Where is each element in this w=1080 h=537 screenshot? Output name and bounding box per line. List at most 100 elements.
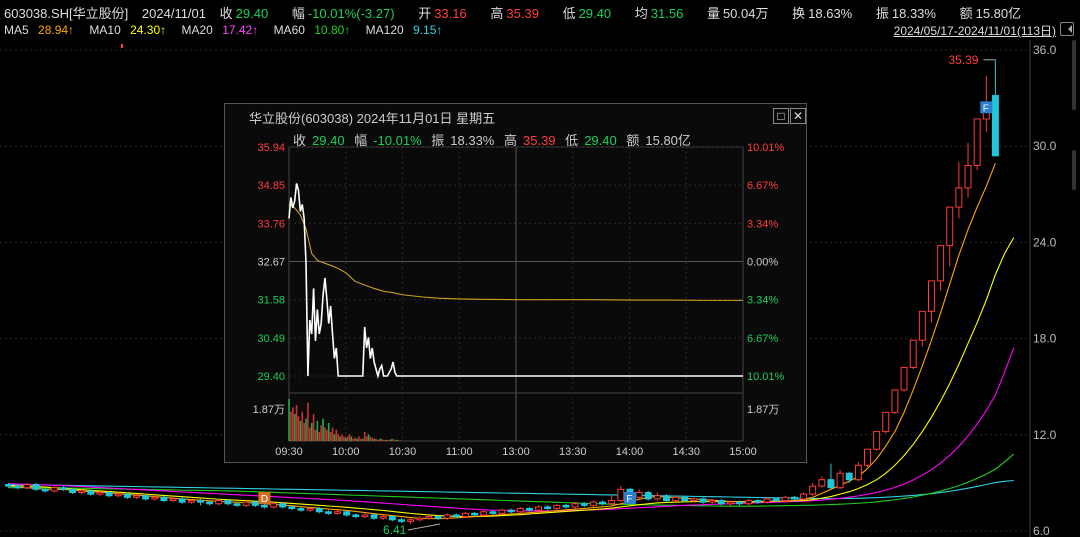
candle	[918, 310, 926, 341]
popup-title: 华立股份(603038) 2024年11月01日 星期五	[249, 111, 496, 126]
y-tick-label: 12.0	[1033, 428, 1057, 442]
quote-header: 603038.SH[华立股份] 2024/11/01 收 29.40 幅 -10.0…	[4, 3, 1041, 22]
scrollbar-thumb[interactable]	[1072, 40, 1076, 110]
volume-bar	[327, 423, 330, 441]
volume-bar	[290, 411, 292, 441]
candle	[142, 495, 150, 500]
candle	[50, 487, 58, 492]
ma20-label: MA20	[181, 23, 213, 37]
volume-bar	[388, 439, 391, 441]
stock-code: 603038.SH[华立股份]	[4, 6, 129, 21]
candle	[635, 492, 643, 498]
candle	[864, 448, 871, 466]
intraday-popup[interactable]: 华立股份(603038) 2024年11月01日 星期五 □ ✕ 收 29.40 …	[224, 103, 807, 463]
low-pointer	[407, 523, 441, 531]
candle	[123, 493, 131, 498]
volume-bar	[365, 436, 368, 441]
volume-bar	[384, 439, 387, 441]
volume-tick-right: 1.87万	[747, 404, 779, 416]
candle	[672, 496, 680, 502]
candle	[854, 464, 862, 481]
y-tick-label: 6.0	[1033, 524, 1050, 537]
left-tick-label: 32.67	[257, 257, 285, 269]
volume-bar	[297, 416, 300, 441]
candle	[41, 488, 49, 492]
volume-bar	[369, 436, 372, 441]
volume-bar	[375, 438, 377, 441]
left-tick-label: 34.85	[257, 180, 285, 192]
candle	[800, 493, 808, 500]
candle	[827, 479, 835, 489]
popup-close-value: 29.40	[312, 133, 345, 148]
candle	[489, 511, 497, 514]
candle	[498, 509, 506, 514]
volume-bar	[331, 427, 334, 441]
close-label: 收	[219, 6, 233, 21]
popup-amount-value: 15.80亿	[645, 133, 691, 148]
volume-bar	[397, 440, 400, 441]
volume-bar	[303, 423, 305, 441]
candle	[260, 504, 268, 508]
date-range-link[interactable]: 2024/05/17-2024/11/01(113日)	[893, 24, 1056, 38]
volume-bar	[335, 429, 338, 441]
open-label: 开	[418, 6, 432, 21]
quote-date: 2024/11/01	[141, 6, 207, 21]
candle	[443, 514, 451, 519]
candle	[434, 516, 442, 519]
volume-bar	[339, 436, 341, 441]
top-tick-mark	[121, 44, 123, 48]
volume-bar	[314, 429, 317, 441]
collapse-arrow-icon[interactable]	[1060, 22, 1074, 36]
volume-bar	[309, 427, 311, 441]
candle	[388, 516, 396, 521]
maximize-icon[interactable]: □	[773, 108, 789, 124]
candle	[690, 498, 698, 502]
candle	[288, 506, 296, 510]
candle	[927, 280, 935, 312]
ma120-value: 9.15↑	[413, 23, 443, 37]
volume-bar	[293, 414, 296, 441]
ma120-line	[8, 479, 1014, 500]
candle	[781, 496, 789, 502]
candle	[361, 514, 369, 518]
ma60-label: MA60	[273, 23, 305, 37]
candle	[507, 509, 515, 513]
close-icon[interactable]: ✕	[790, 108, 806, 124]
right-tick-label: 3.34%	[747, 218, 778, 230]
ma10-line	[8, 237, 1015, 518]
popup-low-label: 低	[565, 133, 579, 148]
scrollbar[interactable]	[1068, 40, 1080, 120]
candle	[398, 519, 405, 522]
popup-amplitude-value: 18.33%	[450, 133, 495, 148]
candle	[352, 514, 360, 518]
x-tick-label: 14:30	[672, 446, 700, 458]
left-tick-label: 29.40	[257, 371, 285, 383]
candle	[279, 503, 287, 508]
marker-label: F	[983, 103, 989, 114]
candle	[315, 508, 323, 513]
right-tick-label: 0.00%	[747, 257, 778, 269]
candle	[370, 514, 378, 519]
candle	[818, 479, 826, 487]
candle	[215, 500, 223, 505]
candle	[461, 512, 469, 518]
y-tick-label: 30.0	[1033, 139, 1057, 153]
popup-amplitude-label: 振	[431, 133, 445, 148]
open-value: 33.16	[434, 6, 467, 21]
volume-bar	[329, 432, 332, 441]
popup-high-label: 高	[503, 133, 517, 148]
marker-label: F	[626, 494, 632, 505]
candle	[32, 484, 40, 490]
volume-bar	[390, 439, 392, 441]
candle	[297, 508, 305, 511]
candle	[324, 511, 332, 514]
marker-label: D	[261, 494, 268, 505]
volume-bar	[324, 427, 326, 441]
volume-bar	[360, 438, 362, 441]
ma20-value: 17.42↑	[222, 23, 259, 37]
ma5-label: MA5	[4, 23, 29, 37]
candle	[937, 245, 945, 282]
volume-bar	[316, 420, 319, 441]
candle	[553, 504, 561, 510]
